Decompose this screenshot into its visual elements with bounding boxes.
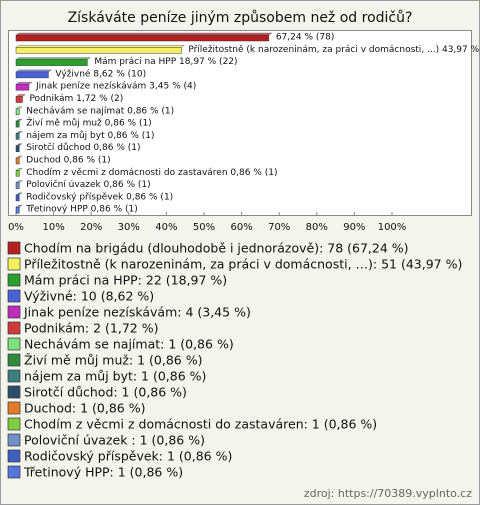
legend-label: Nechávám se najímat: 1 (0,86 %) bbox=[24, 337, 234, 352]
bar-label: Nechávám se najímat 0,86 % (1) bbox=[26, 106, 174, 116]
legend-swatch bbox=[7, 273, 21, 287]
source: zdroj: https://70389.vyplnto.cz bbox=[304, 487, 472, 500]
x-tick-label: 20% bbox=[80, 222, 102, 233]
legend-label: Poloviční úvazek : 1 (0,86 %) bbox=[24, 433, 205, 448]
legend-label: Podnikám: 2 (1,72 %) bbox=[24, 321, 158, 336]
bar bbox=[15, 157, 20, 165]
bar-label: Duchod 0,86 % (1) bbox=[26, 156, 110, 166]
bar-label: nájem za můj byt 0,86 % (1) bbox=[26, 130, 154, 141]
legend-swatch bbox=[7, 385, 21, 399]
legend-label: Sirotčí důchod: 1 (0,86 %) bbox=[24, 385, 187, 400]
bar bbox=[15, 170, 20, 177]
bar-label: Příležitostně (k narozeninám, za práci v… bbox=[188, 45, 480, 55]
bar bbox=[15, 96, 23, 103]
legend-swatch bbox=[7, 289, 21, 303]
x-tick-label: 90% bbox=[343, 222, 365, 233]
legend-label: Mám práci na HPP: 22 (18,97 %) bbox=[24, 273, 227, 288]
x-tick-label: 80% bbox=[306, 222, 328, 233]
bar bbox=[15, 34, 270, 42]
legend-swatch bbox=[7, 401, 21, 415]
bar-top bbox=[15, 45, 186, 48]
bar-top bbox=[15, 69, 53, 73]
bar-label: Chodím z věcmi z domácnosti do zastaváre… bbox=[26, 168, 277, 178]
legend-swatch bbox=[7, 465, 21, 479]
bar-top bbox=[15, 57, 92, 60]
bar bbox=[15, 47, 182, 54]
bar-label: Rodičovský příspěvek 0,86 % (1) bbox=[26, 191, 173, 202]
x-tick-label: 60% bbox=[230, 222, 252, 233]
x-tick-label: 70% bbox=[268, 222, 290, 233]
x-tick-label: 10% bbox=[42, 222, 64, 233]
legend-label: Výživné: 10 (8,62 %) bbox=[24, 289, 154, 304]
x-tick-label: 30% bbox=[118, 222, 140, 233]
bar bbox=[15, 145, 20, 152]
legend-swatch bbox=[7, 321, 21, 335]
bar-label: Poloviční úvazek 0,86 % (1) bbox=[26, 179, 150, 190]
bar-label: 67,24 % (78) bbox=[276, 33, 335, 43]
legend-label: Chodím z věcmi z domácnosti do zastaváre… bbox=[24, 417, 377, 432]
bar bbox=[15, 133, 20, 140]
bar bbox=[15, 59, 88, 66]
bar-label: Jinak peníze nezískávám 3,45 % (4) bbox=[35, 82, 196, 92]
bar bbox=[15, 194, 20, 202]
bar-label: Mám práci na HPP 18,97 % (22) bbox=[94, 57, 237, 67]
x-tick-label: 100% bbox=[378, 222, 407, 233]
bar-label: Živí mě můj muž 0,86 % (1) bbox=[26, 117, 151, 129]
legend-label: Živí mě můj muž: 1 (0,86 %) bbox=[24, 353, 202, 368]
bar bbox=[15, 71, 49, 79]
legend-label: Třetinový HPP: 1 (0,86 %) bbox=[23, 465, 183, 480]
legend-swatch bbox=[7, 417, 21, 431]
legend-swatch bbox=[7, 337, 21, 351]
legend-label: Chodím na brigádu (dlouhodobě i jednoráz… bbox=[24, 241, 409, 256]
x-tick-label: 0% bbox=[8, 222, 24, 233]
bar bbox=[15, 206, 20, 214]
legend-swatch bbox=[7, 369, 21, 383]
bar-label: Sirotčí důchod 0,86 % (1) bbox=[26, 142, 140, 153]
legend-swatch bbox=[7, 257, 21, 271]
legend-swatch bbox=[7, 433, 21, 447]
bar-label: Výživné 8,62 % (10) bbox=[55, 68, 146, 79]
legend-swatch bbox=[7, 305, 21, 319]
bar-top bbox=[15, 81, 33, 85]
bar bbox=[15, 108, 20, 116]
bar-label: Třetinový HPP 0,86 % (1) bbox=[25, 205, 138, 215]
legend-label: Příležitostně (k narozeninám, za práci v… bbox=[24, 257, 462, 272]
legend-swatch bbox=[7, 449, 21, 463]
bar bbox=[15, 83, 30, 91]
legend-label: Duchod: 1 (0,86 %) bbox=[24, 401, 145, 416]
chart-title: Získáváte peníze jiným způsobem než od r… bbox=[68, 10, 413, 26]
legend-swatch bbox=[7, 353, 21, 367]
x-tick-label: 40% bbox=[155, 222, 177, 233]
bar-label: Podnikám 1,72 % (2) bbox=[29, 94, 123, 104]
bar bbox=[15, 120, 20, 128]
bar-top bbox=[15, 32, 273, 36]
x-tick-label: 50% bbox=[193, 222, 215, 233]
legend-swatch bbox=[7, 241, 21, 255]
bar bbox=[15, 182, 20, 189]
legend-label: Rodičovský příspěvek: 1 (0,86 %) bbox=[24, 449, 232, 464]
legend-label: Jinak peníze nezískávám: 4 (3,45 %) bbox=[23, 305, 251, 320]
legend-label: nájem za můj byt: 1 (0,86 %) bbox=[24, 369, 206, 384]
